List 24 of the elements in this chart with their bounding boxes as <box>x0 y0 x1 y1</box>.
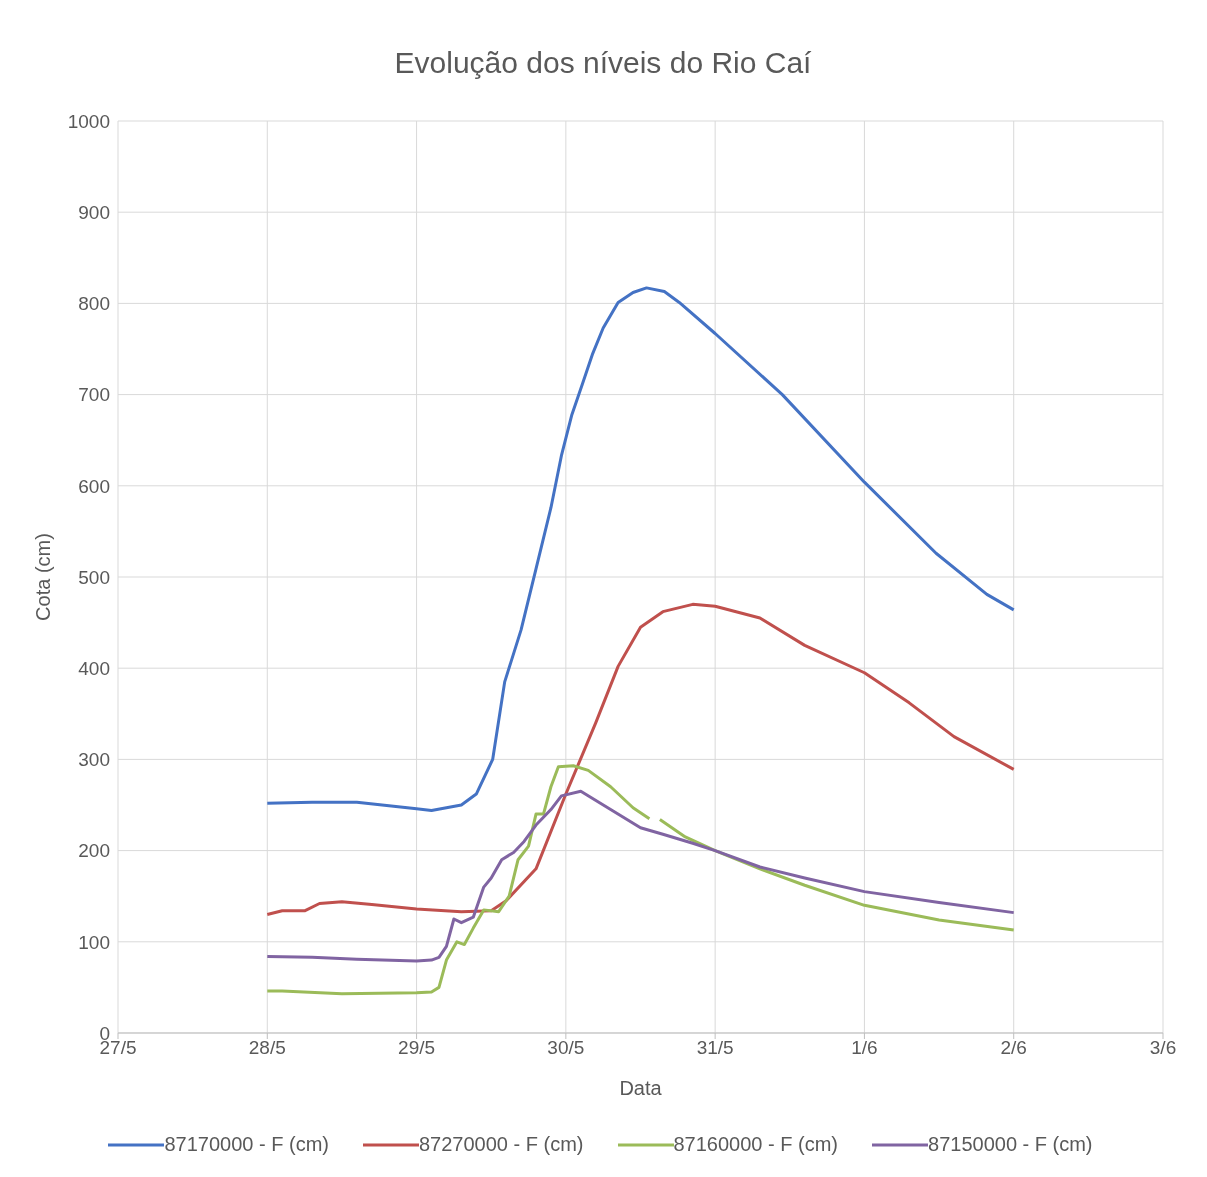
legend-label: 87150000 - F (cm) <box>928 1133 1093 1156</box>
y-tick-label: 600 <box>78 475 110 497</box>
x-tick-label: 1/6 <box>851 1037 878 1059</box>
y-tick-label: 500 <box>78 566 110 588</box>
chart-title: Evolução dos níveis do Rio Caí <box>393 45 813 81</box>
y-tick-label: 300 <box>78 749 110 771</box>
y-tick-label: 900 <box>78 201 110 223</box>
x-tick-label: 30/5 <box>547 1037 585 1059</box>
y-tick-label: 200 <box>78 840 110 862</box>
y-tick-label: 1000 <box>67 110 110 132</box>
legend-label: 87270000 - F (cm) <box>418 1133 584 1156</box>
y-axis-title: Cota (cm) <box>32 533 55 621</box>
y-tick-label: 100 <box>78 931 110 953</box>
x-tick-label: 31/5 <box>696 1037 734 1059</box>
x-tick-label: 28/5 <box>248 1037 286 1059</box>
legend-label: 87170000 - F (cm) <box>164 1133 329 1156</box>
x-tick-label: 29/5 <box>398 1037 436 1059</box>
y-tick-label: 400 <box>78 657 110 679</box>
y-tick-label: 700 <box>78 384 110 406</box>
x-axis-title: Data <box>619 1077 663 1099</box>
x-tick-label: 3/6 <box>1149 1037 1177 1059</box>
x-tick-label: 2/6 <box>1000 1037 1027 1059</box>
legend-label: 87160000 - F (cm) <box>673 1133 839 1156</box>
y-tick-label: 800 <box>78 293 110 315</box>
